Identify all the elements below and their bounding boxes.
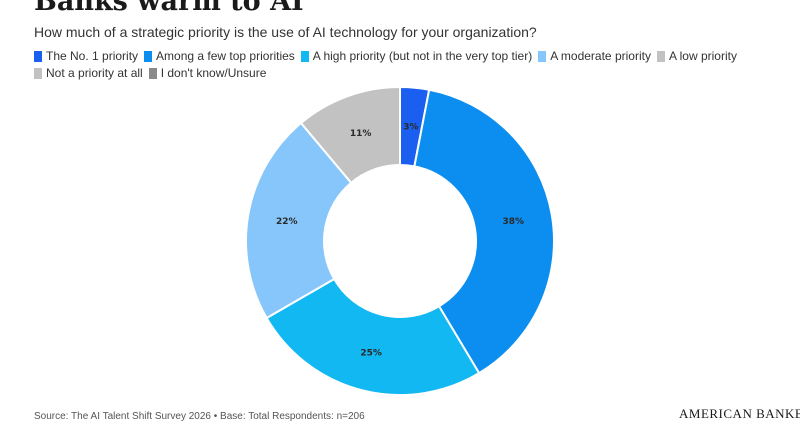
slice-data-label: 11% xyxy=(350,129,372,139)
legend-item: A high priority (but not in the very top… xyxy=(300,49,533,63)
donut-slice xyxy=(413,88,555,375)
legend-item: Among a few top priorities xyxy=(144,49,295,63)
chart-subtitle: How much of a strategic priority is the … xyxy=(34,24,537,40)
donut-slice xyxy=(299,85,401,185)
legend-swatch xyxy=(34,67,42,79)
donut-slice xyxy=(245,121,353,320)
legend-swatch xyxy=(538,50,547,62)
legend-item: Not a priority at all xyxy=(34,66,143,80)
legend-swatch xyxy=(144,50,153,62)
slice-data-label: 22% xyxy=(276,217,298,227)
source-note: Source: The AI Talent Shift Survey 2026 … xyxy=(34,411,365,422)
legend-label: Among a few top priorities xyxy=(156,49,295,63)
legend-item: The No. 1 priority xyxy=(34,49,138,63)
legend-label: A high priority (but not in the very top… xyxy=(312,49,533,63)
legend-swatch xyxy=(148,67,157,79)
legend-item: I don't know/Unsure xyxy=(148,66,267,80)
slice-data-label: 25% xyxy=(360,348,382,358)
slice-data-label: 38% xyxy=(502,217,524,227)
legend-swatch xyxy=(300,50,309,62)
slice-data-label: 3% xyxy=(403,123,418,133)
chart-legend: The No. 1 priority Among a few top priori… xyxy=(34,49,754,80)
legend-item: A low priority xyxy=(656,49,737,63)
donut-slice xyxy=(265,277,481,396)
legend-label: Not a priority at all xyxy=(46,66,143,80)
legend-swatch xyxy=(656,50,665,62)
legend-item: A moderate priority xyxy=(538,49,651,63)
publisher-logo: AMERICAN BANKER xyxy=(679,406,800,421)
legend-label: The No. 1 priority xyxy=(46,49,139,63)
chart-title: Banks warm to AI xyxy=(34,0,304,17)
legend-label: A moderate priority xyxy=(550,49,651,63)
legend-label: A low priority xyxy=(668,49,737,63)
legend-swatch xyxy=(34,50,42,62)
legend-label: I don't know/Unsure xyxy=(160,66,267,80)
